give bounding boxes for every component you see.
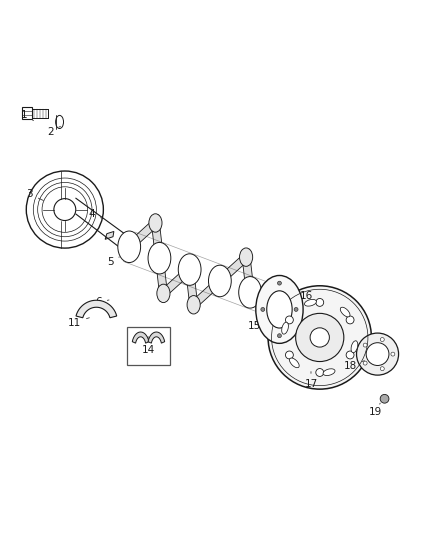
Polygon shape: [105, 231, 114, 239]
Ellipse shape: [178, 254, 201, 285]
Ellipse shape: [282, 322, 288, 334]
Text: 6: 6: [95, 297, 109, 308]
Text: 15: 15: [248, 313, 261, 330]
Text: 1: 1: [21, 110, 33, 120]
Circle shape: [363, 361, 367, 365]
Circle shape: [296, 313, 344, 361]
Circle shape: [310, 328, 329, 347]
Circle shape: [286, 316, 293, 324]
Circle shape: [278, 334, 281, 338]
Text: 18: 18: [344, 361, 364, 372]
Text: 2: 2: [47, 126, 60, 136]
Ellipse shape: [148, 243, 171, 274]
Circle shape: [316, 298, 324, 306]
Bar: [127, 327, 170, 365]
Circle shape: [380, 394, 389, 403]
Ellipse shape: [340, 307, 350, 317]
Ellipse shape: [149, 214, 162, 232]
Ellipse shape: [323, 369, 335, 376]
Polygon shape: [148, 332, 165, 343]
Ellipse shape: [208, 265, 231, 297]
Circle shape: [286, 351, 293, 359]
Circle shape: [363, 343, 367, 347]
Ellipse shape: [157, 284, 170, 303]
Circle shape: [346, 316, 354, 324]
Polygon shape: [243, 249, 253, 301]
Text: 17: 17: [304, 372, 318, 389]
Circle shape: [294, 308, 298, 311]
Circle shape: [261, 308, 265, 311]
Ellipse shape: [304, 300, 316, 306]
Text: 11: 11: [68, 318, 89, 328]
Circle shape: [380, 337, 384, 342]
Text: 5: 5: [107, 257, 120, 267]
Ellipse shape: [240, 248, 253, 266]
Circle shape: [366, 343, 389, 366]
Polygon shape: [152, 215, 162, 266]
Polygon shape: [217, 249, 249, 289]
Circle shape: [357, 333, 399, 375]
Ellipse shape: [239, 277, 261, 308]
Circle shape: [278, 281, 281, 285]
Ellipse shape: [187, 296, 200, 314]
Text: 3: 3: [26, 189, 43, 200]
Ellipse shape: [118, 231, 141, 263]
Polygon shape: [160, 261, 193, 302]
Polygon shape: [76, 300, 117, 318]
Ellipse shape: [269, 288, 292, 319]
Polygon shape: [156, 250, 166, 302]
Circle shape: [316, 368, 324, 376]
Bar: [22, 107, 32, 119]
Ellipse shape: [351, 341, 358, 353]
Polygon shape: [132, 332, 149, 343]
Circle shape: [346, 351, 354, 359]
Polygon shape: [191, 273, 223, 313]
Text: 16: 16: [292, 291, 313, 301]
Ellipse shape: [256, 276, 303, 343]
Circle shape: [380, 367, 384, 370]
Circle shape: [391, 352, 395, 356]
Circle shape: [268, 286, 371, 389]
Polygon shape: [187, 261, 197, 313]
Polygon shape: [126, 215, 159, 255]
Text: 19: 19: [369, 403, 382, 417]
Text: 14: 14: [141, 336, 155, 355]
Text: 4: 4: [88, 209, 102, 219]
Ellipse shape: [267, 291, 292, 328]
Ellipse shape: [290, 358, 299, 368]
